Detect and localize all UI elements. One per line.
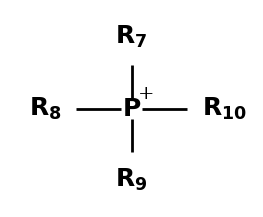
Text: $\mathbf{P}$: $\mathbf{P}$ bbox=[122, 97, 141, 120]
Text: $\mathbf{R_{10}}$: $\mathbf{R_{10}}$ bbox=[202, 95, 247, 122]
Text: $\mathbf{R_8}$: $\mathbf{R_8}$ bbox=[28, 95, 61, 122]
Text: +: + bbox=[138, 85, 154, 103]
Text: $\mathbf{R_7}$: $\mathbf{R_7}$ bbox=[115, 24, 148, 50]
Text: $\mathbf{R_9}$: $\mathbf{R_9}$ bbox=[115, 167, 148, 193]
